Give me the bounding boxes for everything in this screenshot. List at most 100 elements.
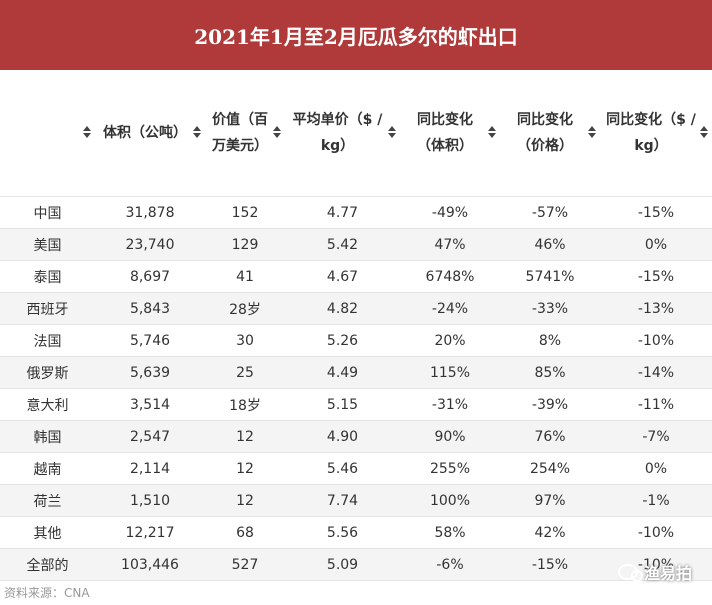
country-cell: 全部的 <box>0 548 95 581</box>
value-cell: 31,878 <box>95 196 205 229</box>
value-cell: 0% <box>600 452 712 485</box>
source-note: 资料来源：CNA <box>4 586 90 600</box>
value-cell: 152 <box>205 196 285 229</box>
value-cell: 30 <box>205 324 285 357</box>
value-cell: 42% <box>500 516 600 549</box>
column-header[interactable] <box>0 70 95 197</box>
country-cell: 西班牙 <box>0 292 95 325</box>
value-cell: 0% <box>600 228 712 261</box>
table-body: 中国 31,878 152 4.77 -49% -57% -15% 美国 23,740 129 5.… <box>0 196 712 581</box>
country-cell: 韩国 <box>0 420 95 453</box>
value-cell: -31% <box>400 388 500 421</box>
sort-icon[interactable] <box>388 126 396 138</box>
country-cell: 俄罗斯 <box>0 356 95 389</box>
data-table: 体积（公吨） 价值（百万美元） 平均单价（$ / kg） 同比变化（体积） 同比变化（价… <box>0 70 712 581</box>
value-cell: 47% <box>400 228 500 261</box>
table-row: 荷兰 1,510 12 7.74 100% 97% -1% <box>0 484 712 517</box>
country-cell: 越南 <box>0 452 95 485</box>
table-row: 俄罗斯 5,639 25 4.49 115% 85% -14% <box>0 356 712 389</box>
value-cell: 41 <box>205 260 285 293</box>
value-cell: 12 <box>205 420 285 453</box>
value-cell: -10% <box>600 324 712 357</box>
column-header[interactable]: 同比变化（体积） <box>400 70 500 197</box>
value-cell: 5.42 <box>285 228 400 261</box>
table-row: 西班牙 5,843 28岁 4.82 -24% -33% -13% <box>0 292 712 325</box>
value-cell: -10% <box>600 516 712 549</box>
watermark: 渔易拍 <box>617 560 692 584</box>
header-text: 体积（公吨） <box>103 125 187 141</box>
value-cell: -10% <box>600 548 712 581</box>
value-cell: 5.46 <box>285 452 400 485</box>
value-cell: 85% <box>500 356 600 389</box>
value-cell: 129 <box>205 228 285 261</box>
sort-icon[interactable] <box>83 126 91 138</box>
sort-icon[interactable] <box>193 126 201 138</box>
value-cell: 46% <box>500 228 600 261</box>
column-header[interactable]: 价值（百万美元） <box>205 70 285 197</box>
sort-icon[interactable] <box>700 126 708 138</box>
value-cell: -49% <box>400 196 500 229</box>
country-cell: 其他 <box>0 516 95 549</box>
sort-icon[interactable] <box>273 126 281 138</box>
sort-icon[interactable] <box>588 126 596 138</box>
value-cell: 4.90 <box>285 420 400 453</box>
value-cell: 76% <box>500 420 600 453</box>
value-cell: 5741% <box>500 260 600 293</box>
column-header[interactable]: 同比变化（$ / kg） <box>600 70 712 197</box>
watermark-icon <box>617 564 643 582</box>
value-cell: -15% <box>500 548 600 581</box>
value-cell: 8% <box>500 324 600 357</box>
watermark-text: 渔易拍 <box>643 564 692 583</box>
value-cell: -7% <box>600 420 712 453</box>
table-row: 其他 12,217 68 5.56 58% 42% -10% <box>0 516 712 549</box>
value-cell: 100% <box>400 484 500 517</box>
value-cell: -11% <box>600 388 712 421</box>
value-cell: 255% <box>400 452 500 485</box>
value-cell: 2,547 <box>95 420 205 453</box>
country-cell: 荷兰 <box>0 484 95 517</box>
table-row: 意大利 3,514 18岁 5.15 -31% -39% -11% <box>0 388 712 421</box>
value-cell: 58% <box>400 516 500 549</box>
value-cell: 2,114 <box>95 452 205 485</box>
value-cell: 8,697 <box>95 260 205 293</box>
value-cell: -39% <box>500 388 600 421</box>
value-cell: -6% <box>400 548 500 581</box>
value-cell: 115% <box>400 356 500 389</box>
value-cell: 5,843 <box>95 292 205 325</box>
column-header[interactable]: 体积（公吨） <box>95 70 205 197</box>
value-cell: 97% <box>500 484 600 517</box>
value-cell: 28岁 <box>205 292 285 325</box>
country-cell: 法国 <box>0 324 95 357</box>
country-cell: 意大利 <box>0 388 95 421</box>
value-cell: 6748% <box>400 260 500 293</box>
table-row: 美国 23,740 129 5.42 47% 46% 0% <box>0 228 712 261</box>
value-cell: -24% <box>400 292 500 325</box>
value-cell: -57% <box>500 196 600 229</box>
country-cell: 中国 <box>0 196 95 229</box>
value-cell: 5,639 <box>95 356 205 389</box>
value-cell: 254% <box>500 452 600 485</box>
table-row: 越南 2,114 12 5.46 255% 254% 0% <box>0 452 712 485</box>
value-cell: -1% <box>600 484 712 517</box>
value-cell: 103,446 <box>95 548 205 581</box>
value-cell: -14% <box>600 356 712 389</box>
table-row: 中国 31,878 152 4.77 -49% -57% -15% <box>0 196 712 229</box>
column-header[interactable]: 同比变化（价格） <box>500 70 600 197</box>
header-row: 体积（公吨） 价值（百万美元） 平均单价（$ / kg） 同比变化（体积） 同比变化（价… <box>0 70 712 197</box>
header-text: 平均单价（$ / kg） <box>292 112 383 154</box>
value-cell: 12 <box>205 484 285 517</box>
value-cell: 5.26 <box>285 324 400 357</box>
table-row: 泰国 8,697 41 4.67 6748% 5741% -15% <box>0 260 712 293</box>
value-cell: 4.67 <box>285 260 400 293</box>
column-header[interactable]: 平均单价（$ / kg） <box>285 70 400 197</box>
sort-icon[interactable] <box>488 126 496 138</box>
value-cell: 7.74 <box>285 484 400 517</box>
value-cell: -15% <box>600 260 712 293</box>
value-cell: 12 <box>205 452 285 485</box>
table-row: 全部的 103,446 527 5.09 -6% -15% -10% <box>0 548 712 581</box>
title: 2021年1月至2月厄瓜多尔的虾出口 <box>194 24 518 49</box>
header-text: 同比变化（$ / kg） <box>606 112 696 154</box>
header-text: 价值（百万美元） <box>212 112 268 154</box>
header-text: 同比变化（价格） <box>517 112 573 154</box>
